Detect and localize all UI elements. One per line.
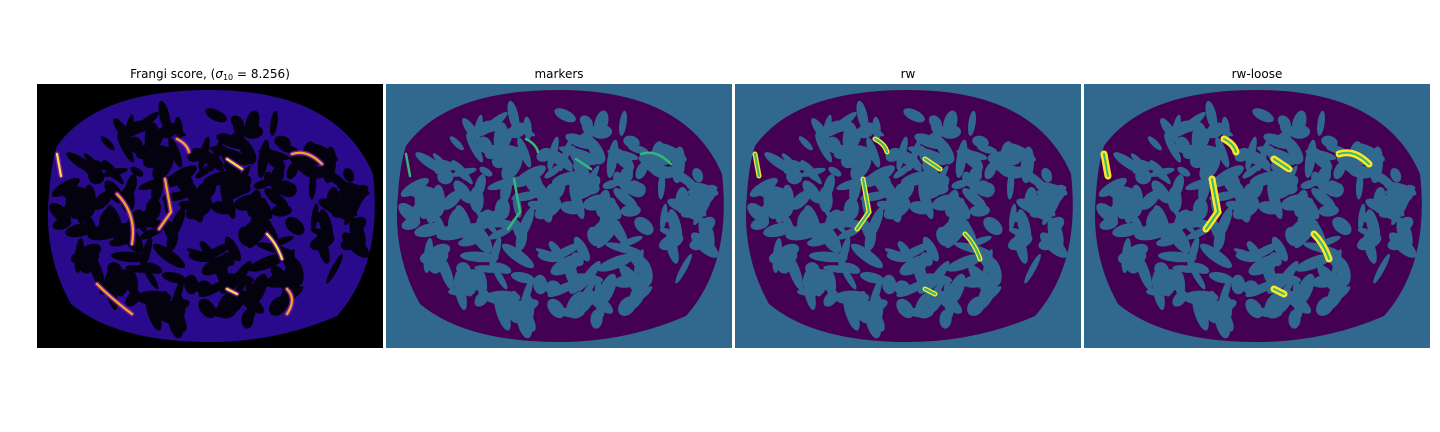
rw-loose-image [1084, 84, 1430, 348]
vessel-ridges [54, 136, 325, 317]
panel-title-rw: rw [900, 67, 916, 81]
rw-image [735, 84, 1081, 348]
frangi-score-svg [37, 84, 383, 348]
tissue-pores [747, 100, 1068, 339]
markers-image [386, 84, 732, 348]
rw-loose-segments [1100, 135, 1373, 298]
markers-svg [386, 84, 732, 348]
marker-segments [404, 137, 673, 231]
frangi-score-image [37, 84, 383, 348]
panel-title-markers: markers [534, 67, 584, 81]
rw-segments [752, 136, 983, 297]
tissue-pores [1096, 100, 1417, 339]
tissue-pores [398, 100, 719, 339]
rw-loose-svg [1084, 84, 1430, 348]
rw-svg [735, 84, 1081, 348]
tissue-pores [49, 100, 370, 339]
panel-title-rw-loose: rw-loose [1231, 67, 1283, 81]
panel-title-frangi: Frangi score, (σ10 = 8.256) [130, 67, 290, 82]
